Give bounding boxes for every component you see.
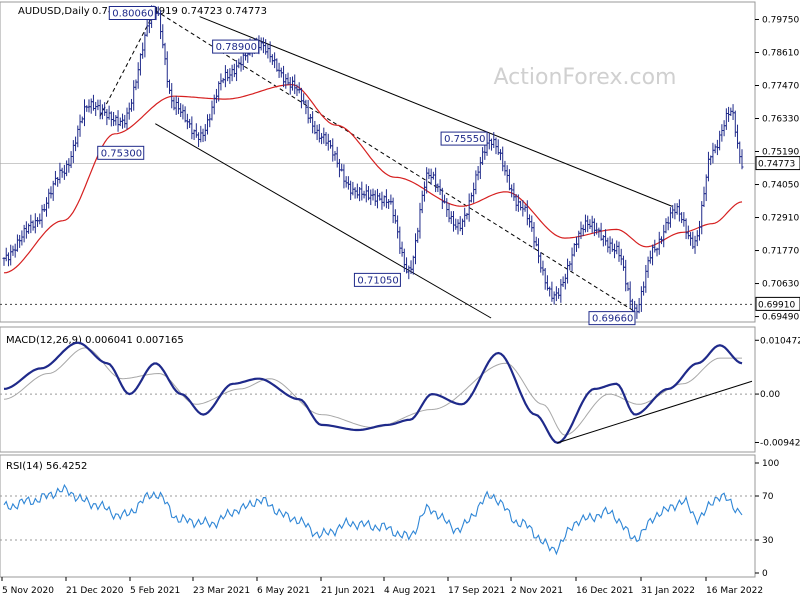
price-tick-label: 0.74050: [762, 181, 799, 191]
time-tick-label: 21 Dec 2020: [66, 586, 124, 596]
price-level-annotation: 0.71050: [357, 275, 398, 286]
current-price-tag: [755, 156, 800, 171]
price-tick-label: 0.72910: [762, 214, 799, 224]
price-level-annotation: 0.75300: [101, 148, 142, 159]
rsi-tick-label: 30: [762, 536, 774, 546]
price-level-annotation-box: [440, 131, 488, 146]
time-tick-label: 23 Mar 2021: [193, 586, 250, 596]
price-tick-label: 0.70630: [762, 280, 799, 290]
rsi-tick-label: 70: [762, 492, 774, 502]
ohlc-readout: 0.74777 0.74919 0.74723 0.74773: [92, 6, 267, 17]
macd-panel: [0, 326, 756, 453]
time-tick-label: 31 Jan 2022: [641, 586, 695, 596]
price-panel: [0, 1, 756, 323]
price-level-annotation-box: [353, 272, 401, 287]
price-tick-label: 0.75190: [762, 148, 799, 158]
channel-trendline: [199, 16, 673, 207]
time-tick-label: 4 Aug 2021: [384, 586, 436, 596]
support-price-tag: [755, 296, 800, 311]
price-tick-label: 0.78610: [762, 48, 799, 58]
time-tick-label: 5 Nov 2020: [2, 586, 54, 596]
time-tick-label: 17 Sep 2021: [448, 586, 505, 596]
macd-tick-label: 0.010472: [760, 336, 800, 346]
macd-trendline: [557, 380, 753, 444]
time-tick-label: 16 Mar 2022: [706, 586, 763, 596]
price-tick-label: 0.71770: [762, 247, 799, 257]
price-level-annotation-box: [212, 39, 260, 54]
macd-tick-label: 0.00: [760, 390, 780, 400]
time-tick-label: 21 Jun 2021: [321, 586, 375, 596]
price-tick-label: 0.76330: [762, 115, 799, 125]
channel-trendline: [155, 123, 492, 319]
rsi-tick-label: 100: [762, 459, 779, 469]
price-level-annotation-box: [588, 311, 636, 326]
time-tick-label: 5 Feb 2021: [130, 586, 180, 596]
rsi-tick-label: 0: [762, 569, 768, 579]
macd-line: [3, 341, 743, 445]
price-level-annotation: 0.78900: [216, 42, 257, 53]
price-level-annotation-box: [108, 6, 156, 21]
time-tick-label: 16 Dec 2021: [576, 586, 634, 596]
moving-average-line: [3, 83, 743, 274]
rsi-panel: [0, 454, 756, 578]
support-price-label: 0.69910: [758, 300, 795, 310]
price-level-annotation: 0.80060: [112, 9, 153, 20]
time-tick-label: 6 May 2021: [257, 586, 310, 596]
watermark: ActionForex.com: [494, 65, 677, 90]
macd-title: MACD(12,26,9) 0.006041 0.007165: [6, 335, 184, 346]
price-level-annotation-box: [97, 145, 145, 160]
price-level-annotation: 0.69660: [592, 314, 633, 325]
rsi-line: [3, 483, 743, 556]
price-level-annotation: 0.75550: [444, 134, 485, 145]
price-tick-label: 0.79750: [762, 15, 799, 25]
price-title: AUDUSD,Daily: [18, 6, 90, 17]
rsi-title: RSI(14) 56.4252: [6, 461, 87, 472]
time-tick-label: 2 Nov 2021: [511, 586, 563, 596]
price-tick-label: 0.77470: [762, 81, 799, 91]
current-price-label: 0.74773: [758, 160, 795, 170]
candles: [2, 5, 744, 319]
price-tick-label: 0.69490: [762, 313, 799, 323]
fib-projection-line: [155, 10, 636, 313]
macd-tick-label: -0.009426: [760, 438, 800, 448]
fib-projection-line: [99, 10, 156, 117]
